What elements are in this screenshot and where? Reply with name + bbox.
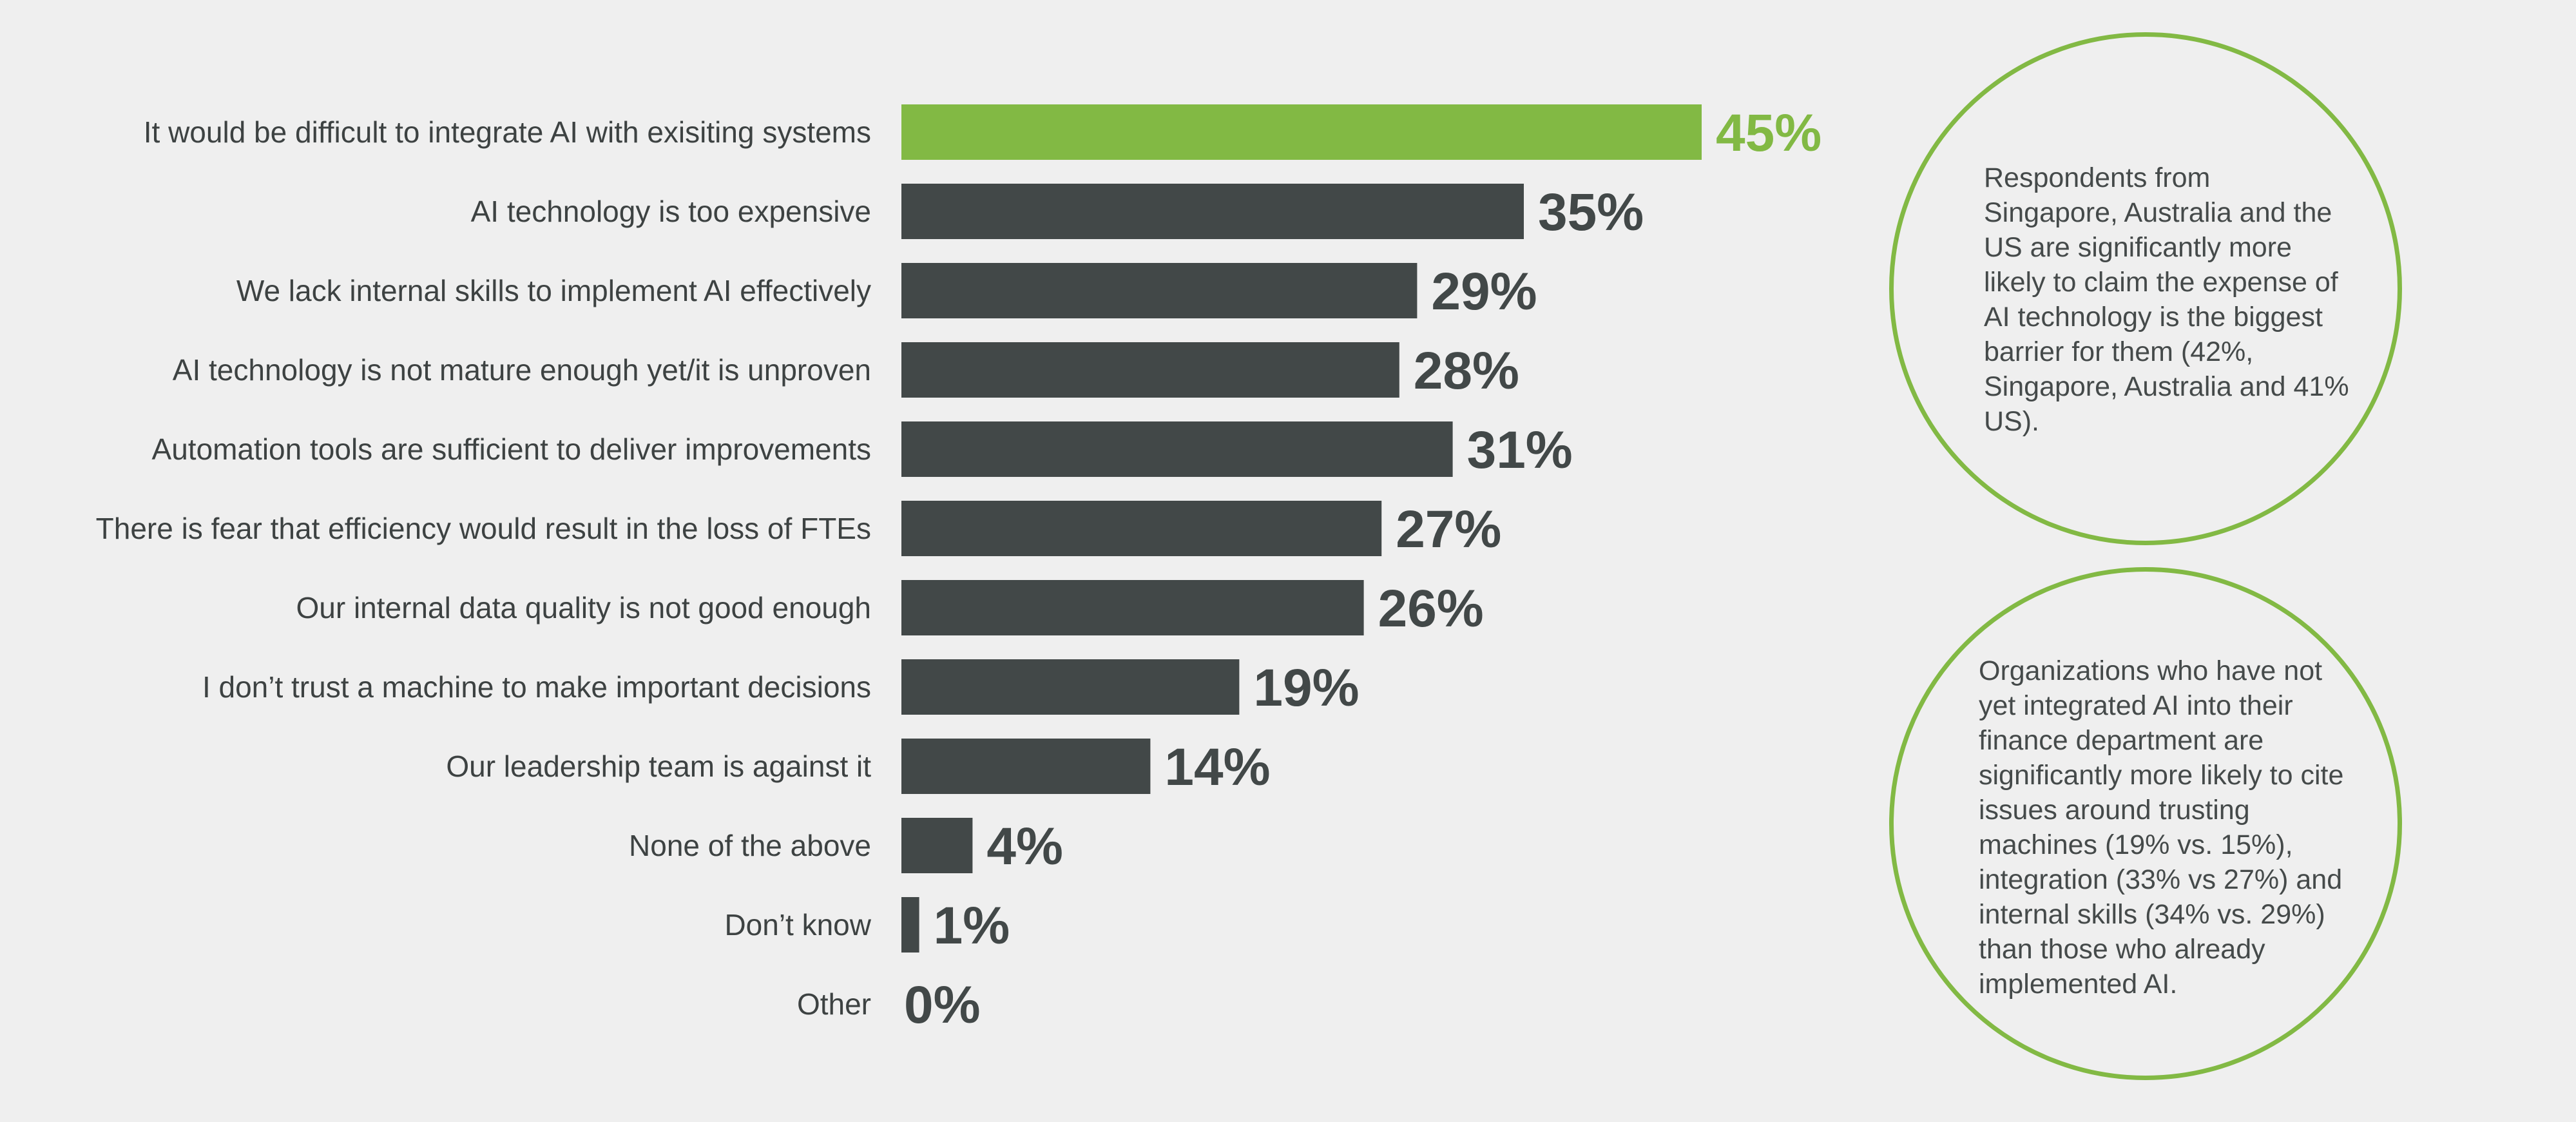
callout-text-expense: Respondents from Singapore, Australia an… <box>1984 162 2349 437</box>
callout-circle-expense: Respondents from Singapore, Australia an… <box>1889 32 2402 545</box>
callout-circle-integration: Organizations who have not yet integrate… <box>1889 567 2402 1080</box>
bar <box>901 184 1524 239</box>
category-label: Don’t know <box>724 908 871 942</box>
category-label: AI technology is too expensive <box>471 195 871 228</box>
bar <box>901 818 973 873</box>
bar <box>901 263 1418 318</box>
category-label: AI technology is not mature enough yet/i… <box>173 353 871 387</box>
bar <box>901 897 919 953</box>
bar <box>901 421 1453 477</box>
category-label: Automation tools are sufficient to deliv… <box>152 432 871 466</box>
bar <box>901 659 1240 715</box>
category-label: None of the above <box>629 829 871 862</box>
value-label: 27% <box>1396 500 1501 559</box>
value-label: 29% <box>1431 262 1537 321</box>
bar <box>901 739 1151 794</box>
value-label: 0% <box>904 976 981 1034</box>
value-label: 1% <box>934 896 1010 955</box>
callout-text-integration: Organizations who have not yet integrate… <box>1979 655 2344 1000</box>
bar <box>901 501 1382 556</box>
category-label: It would be difficult to integrate AI wi… <box>144 115 871 149</box>
value-label: 35% <box>1538 183 1644 242</box>
bar <box>901 342 1399 398</box>
category-label: There is fear that efficiency would resu… <box>96 512 871 545</box>
value-label: 45% <box>1716 104 1821 162</box>
value-label: 19% <box>1253 659 1359 717</box>
category-label: Other <box>797 987 871 1021</box>
value-label: 4% <box>986 817 1063 876</box>
value-label: 28% <box>1414 342 1519 400</box>
value-label: 26% <box>1378 579 1484 638</box>
value-label: 14% <box>1164 738 1270 797</box>
category-label: I don’t trust a machine to make importan… <box>202 670 871 704</box>
category-label: Our leadership team is against it <box>446 750 871 783</box>
bar <box>901 580 1364 635</box>
value-label: 31% <box>1467 421 1573 479</box>
bar <box>901 104 1702 160</box>
category-label: We lack internal skills to implement AI … <box>236 274 871 307</box>
category-label: Our internal data quality is not good en… <box>296 591 871 624</box>
